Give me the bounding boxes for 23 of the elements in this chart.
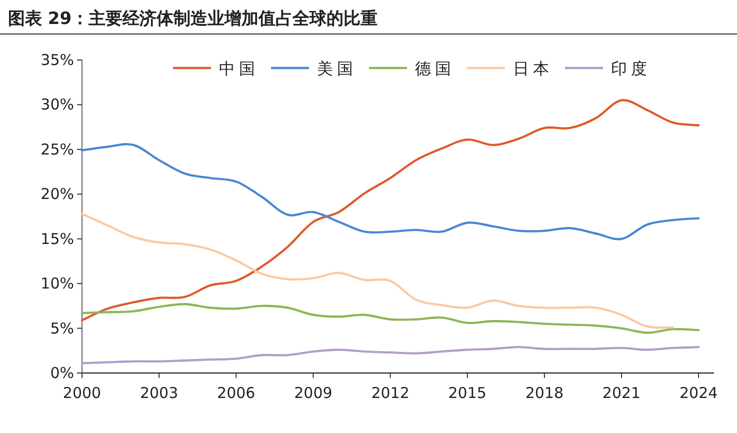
chart-title: 图表 29：主要经济体制造业增加值占全球的比重 (8, 9, 378, 29)
x-tick-label: 2015 (448, 384, 486, 402)
x-tick-label: 2000 (62, 384, 102, 402)
legend-label: 中国 (219, 59, 259, 78)
y-tick-label: 10% (40, 274, 74, 293)
x-tick-label: 2012 (371, 384, 410, 402)
x-tick-label: 2003 (140, 384, 178, 402)
legend-label: 印度 (611, 59, 651, 78)
y-tick-label: 5% (50, 319, 74, 338)
y-tick-label: 20% (40, 185, 74, 204)
y-tick-label: 0% (50, 364, 74, 382)
x-tick-label: 2018 (525, 384, 564, 402)
y-tick-label: 25% (40, 140, 74, 158)
x-tick-label: 2024 (679, 384, 718, 402)
legend-label: 美国 (317, 59, 357, 78)
y-tick-label: 35% (40, 51, 74, 69)
y-tick-label: 15% (40, 230, 74, 248)
legend-label: 日本 (513, 59, 553, 78)
x-tick-label: 2009 (294, 384, 332, 402)
y-tick-label: 30% (40, 96, 74, 114)
x-tick-label: 2021 (602, 384, 641, 402)
legend-label: 德国 (415, 59, 455, 78)
x-tick-label: 2006 (217, 384, 256, 402)
